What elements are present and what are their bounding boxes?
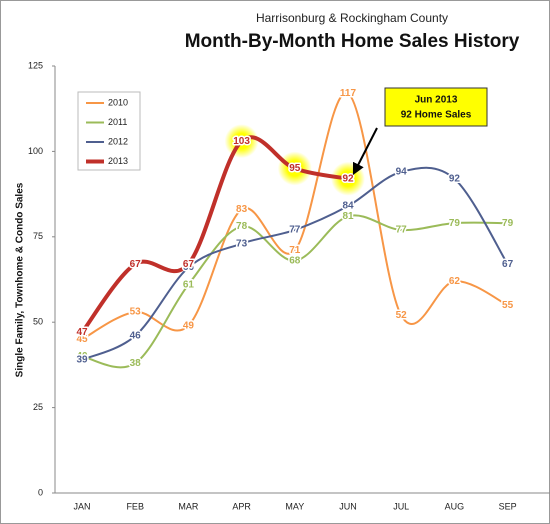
x-tick-label: JAN [73,501,90,511]
series-line [81,92,509,341]
y-tick-label: 125 [28,60,43,70]
data-label: 46 [130,331,142,342]
y-tick-label: 100 [28,146,43,156]
data-label: 77 [396,225,408,236]
data-label: 92 [449,173,461,184]
y-tick-label: 50 [33,317,43,327]
data-label: 77 [289,225,301,236]
y-tick-label: 75 [33,231,43,241]
data-label: 49 [183,320,195,331]
legend-label: 2010 [108,97,128,107]
x-tick-label: JUL [393,501,409,511]
legend-label: 2013 [108,156,128,166]
data-label: 103 [233,136,250,147]
data-label: 67 [183,259,195,270]
annotation-text: Jun 2013 [415,95,458,106]
x-tick-label: FEB [126,501,144,511]
chart-subtitle: Harrisonburg & Rockingham County [256,11,448,25]
data-label: 84 [342,201,354,212]
data-label: 73 [236,238,248,249]
legend-label: 2011 [108,117,127,127]
data-label: 78 [236,221,248,232]
data-label: 79 [449,218,461,229]
chart-title: Month-By-Month Home Sales History [185,31,520,52]
series-line [80,135,349,334]
data-label: 71 [289,245,301,256]
data-label: 66 [183,262,195,273]
annotation-arrow [352,127,378,176]
data-label: 52 [396,310,408,321]
series-line [81,214,508,369]
data-label: 40 [76,351,88,362]
x-tick-label: SEP [499,501,517,511]
annotation-text: 92 Home Sales [401,110,472,121]
data-label: 67 [502,259,514,270]
legend-box [77,91,141,171]
data-label: 38 [130,358,142,369]
legend-label: 2012 [108,136,128,146]
data-label: 79 [502,218,514,229]
data-label: 68 [289,255,301,266]
data-label: 47 [76,327,88,338]
x-tick-label: JUN [339,501,357,511]
data-label: 62 [449,276,461,287]
x-tick-label: MAR [178,501,199,511]
y-tick-label: 0 [38,487,43,497]
series-lines [80,92,509,369]
data-label: 39 [76,354,88,365]
data-labels: 45 53 49 83 71 117 52 62 55 40 38 61 78 68 81 77 79 79 39 4… [75,86,515,370]
data-label: 95 [289,163,301,174]
data-label: 83 [236,204,248,215]
x-tick-label: APR [232,501,251,511]
y-tick-label: 25 [33,402,43,412]
data-label: 61 [183,279,195,290]
data-label: 117 [340,88,357,99]
annotation-box [384,87,488,127]
data-label: 92 [342,173,354,184]
data-label: 81 [342,211,354,222]
x-tick-label: MAY [285,501,304,511]
data-label: 67 [130,259,142,270]
x-tick-label: AUG [445,501,465,511]
data-label: 53 [130,307,142,318]
y-axis-label: Single Family, Townhome & Condo Sales [15,182,26,377]
series-line [81,166,509,361]
data-label: 45 [76,334,88,345]
data-label: 94 [396,167,408,178]
data-label: 55 [502,300,514,311]
